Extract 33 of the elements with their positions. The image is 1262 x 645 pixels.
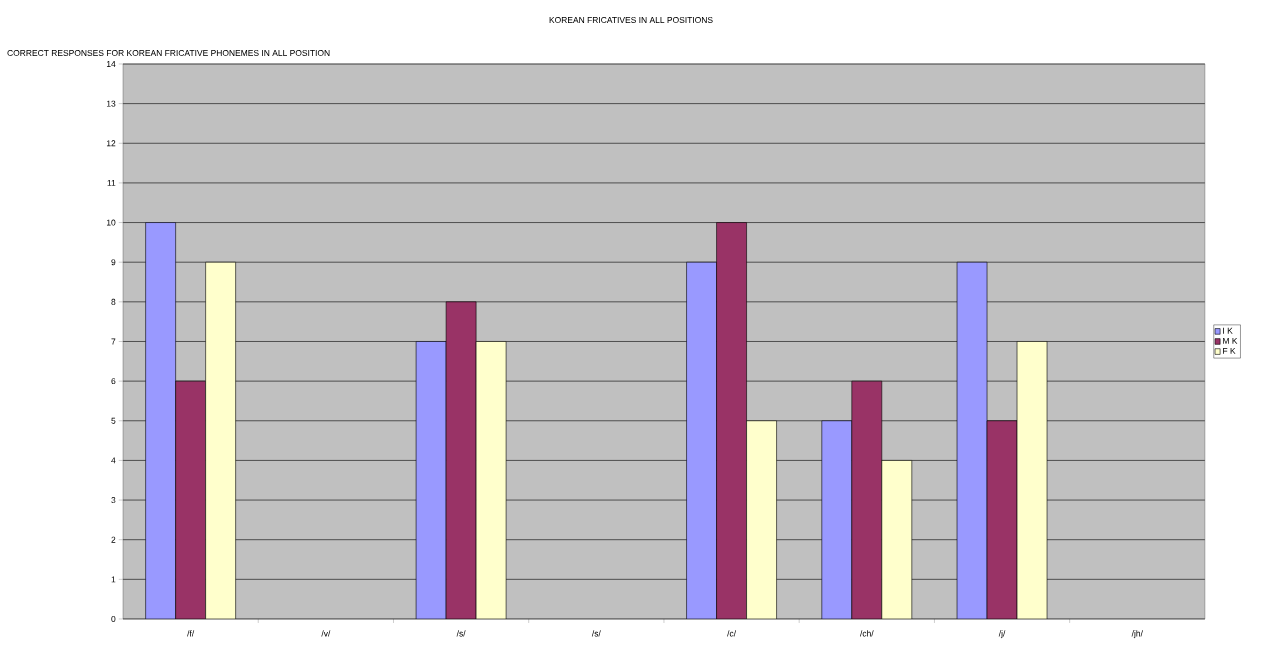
x-tick-label: /s/ [456,630,466,637]
y-axis-title: CORRECT RESPONSES FOR KOREAN FRICATIVE PHONEMES IN ALL POSITION [7,50,330,56]
x-tick-label: /ch/ [859,630,874,637]
y-tick-label: 7 [111,338,116,345]
x-tick-label: /v/ [321,630,331,637]
y-tick-label: 13 [106,100,116,107]
y-tick-label: 4 [111,457,116,464]
y-tick-label: 9 [111,259,116,266]
y-tick-label: 3 [111,497,116,504]
legend-label: M K [1223,337,1238,344]
bar [881,460,913,619]
bar [746,420,777,619]
x-tick-label: /j/ [998,630,1006,639]
y-tick-label: 12 [106,140,116,147]
x-tick-label: /c/ [727,630,737,637]
y-tick-label: 5 [111,417,116,424]
legend-label: I K [1223,327,1233,334]
y-tick-label: 2 [111,536,116,543]
y-tick-label: 8 [111,298,116,305]
y-tick-label: 10 [106,219,116,226]
bar [475,341,507,619]
chart-title: KOREAN FRICATIVES IN ALL POSITIONS [549,17,713,23]
y-tick-label: 1 [111,576,116,583]
y-tick-label: 6 [111,378,116,385]
y-tick-label: 14 [106,61,116,67]
x-tick-label: /jh/ [1131,630,1143,639]
y-tick-label: 11 [107,180,116,186]
x-tick-label: /s/ [591,630,601,637]
y-tick-label: 0 [111,615,116,622]
x-tick-label: /f/ [187,630,195,637]
bar [205,261,236,619]
bar [1016,341,1048,619]
legend-label: F K [1223,348,1236,354]
